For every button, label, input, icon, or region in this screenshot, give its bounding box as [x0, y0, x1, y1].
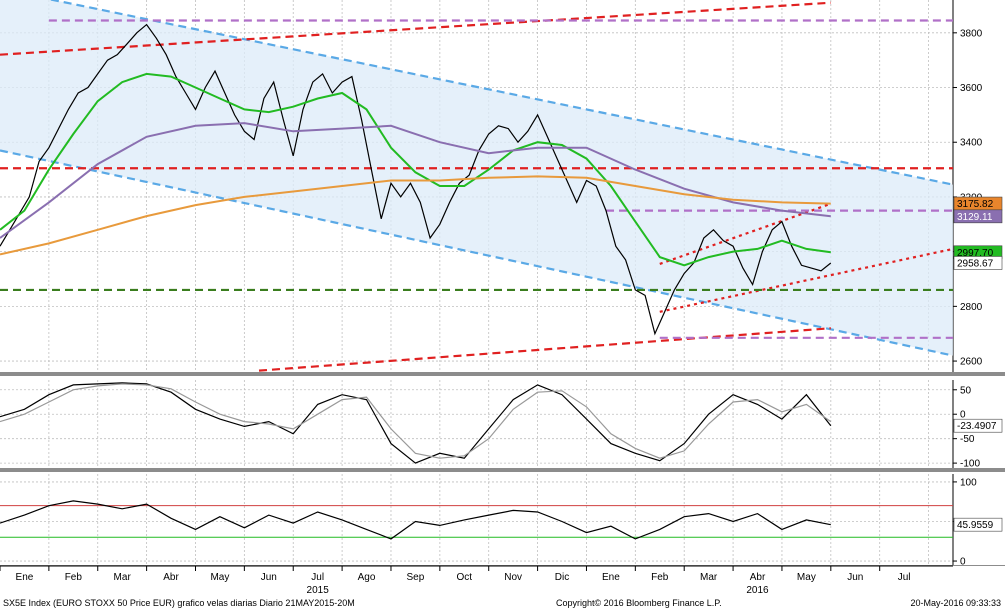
year-label: 2016: [746, 585, 769, 596]
x-tick-label: Sep: [407, 572, 425, 583]
x-tick-label: Jul: [898, 572, 911, 583]
series-line: [0, 122, 831, 239]
value-badge: [953, 209, 1003, 224]
value-badge: [953, 517, 1003, 532]
trendline: [258, 327, 831, 372]
x-tick-label: May: [210, 572, 229, 583]
year-label: 2015: [307, 585, 330, 596]
series-line: [0, 382, 832, 464]
value-badge-label: 3129.11: [957, 212, 993, 223]
x-tick-label: Mar: [114, 572, 132, 583]
y-tick-label: -50: [960, 434, 975, 445]
price-panel: 26002800300032003400360038003175.823129.…: [0, 0, 1005, 376]
value-badge: [953, 256, 1003, 270]
y-tick-label: 3600: [960, 83, 983, 94]
x-tick-label: Oct: [457, 572, 473, 583]
x-tick-label: Abr: [163, 572, 179, 583]
value-badge-label: 3175.82: [957, 199, 994, 210]
x-tick-label: Ene: [602, 572, 620, 583]
y-tick-label: 0: [960, 557, 966, 568]
footer-center: Copyright© 2016 Bloomberg Finance L.P.: [556, 598, 722, 608]
oscillator-panel: 50 0 -50 -100 -23.4907: [0, 380, 1005, 472]
series-line: [0, 500, 831, 540]
trendline: [0, 1, 831, 56]
value-badge: [953, 418, 1003, 433]
x-tick-label: Nov: [504, 572, 522, 583]
trendline: [659, 247, 954, 313]
y-tick-label: 0: [960, 410, 966, 421]
trendline: [47, 0, 954, 186]
trendline: [0, 149, 954, 357]
x-axis: Ene Feb Mar Abr May Jun Jul Ago Sep Oct Nov Dic Ene F…: [0, 565, 1005, 596]
y-tick-label: 2600: [960, 357, 983, 368]
x-tick-label: Dic: [555, 572, 569, 583]
series-line: [0, 175, 831, 256]
value-badge-label: 2997.70: [957, 248, 994, 259]
x-tick-label: Jun: [261, 572, 277, 583]
footer-right: 20-May-2016 09:33:33: [910, 598, 1001, 608]
value-badge-label: -23.4907: [957, 421, 997, 432]
x-tick-label: Ene: [16, 572, 34, 583]
x-tick-label: Jul: [311, 572, 324, 583]
x-tick-label: Mar: [700, 572, 718, 583]
value-badge-label: 45.9559: [957, 520, 994, 531]
trendline: [659, 202, 832, 265]
series-line: [0, 383, 832, 459]
x-tick-label: May: [797, 572, 816, 583]
y-tick-label: 3800: [960, 28, 983, 39]
value-badge-label: 2958.67: [957, 258, 994, 269]
footer: SX5E Index (EURO STOXX 50 Price EUR) gra…: [3, 598, 1001, 608]
x-tick-label: Feb: [65, 572, 83, 583]
panel-separator: [0, 468, 1005, 472]
series-line: [0, 23, 832, 336]
y-tick-label: -100: [960, 459, 980, 470]
series-line: [0, 72, 831, 267]
x-tick-label: Abr: [750, 572, 766, 583]
x-tick-label: Jun: [847, 572, 863, 583]
y-tick-label: 50: [960, 385, 972, 396]
y-tick-label: 3400: [960, 138, 983, 149]
y-tick-label: 2800: [960, 302, 983, 313]
x-axis-background: [0, 566, 1005, 596]
panel-separator: [0, 372, 1005, 376]
x-tick-label: Feb: [651, 572, 669, 583]
y-tick-label: 100: [960, 477, 977, 488]
footer-left: SX5E Index (EURO STOXX 50 Price EUR) gra…: [3, 598, 355, 608]
x-tick-label: Ago: [358, 572, 376, 583]
